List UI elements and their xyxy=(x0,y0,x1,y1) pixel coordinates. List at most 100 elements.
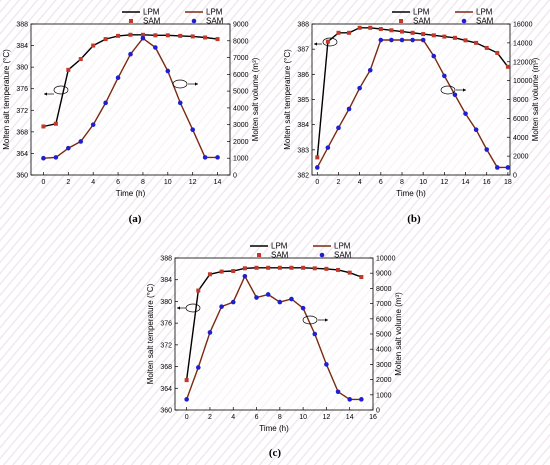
sam-volume-point xyxy=(410,37,415,43)
sam-volume-point xyxy=(265,292,271,297)
axis-indicator-ellipse xyxy=(172,79,188,89)
x-tick-label: 8 xyxy=(278,414,282,421)
sam-temperature-point xyxy=(347,270,352,275)
sam-volume-point xyxy=(90,122,96,127)
x-axis-label: Time (h) xyxy=(396,189,426,198)
legend-lpm-label: LPM xyxy=(413,8,430,17)
sam-volume-point xyxy=(207,330,213,335)
sam-temperature-point xyxy=(463,38,468,43)
sam-volume-point xyxy=(335,389,341,395)
y-left-tick-label: 380 xyxy=(16,65,28,72)
y-right-axis-label: Molten salt volume (m³) xyxy=(251,57,260,141)
axis-indicator-ellipse xyxy=(53,85,69,95)
legend-sam-label: SAM xyxy=(334,251,352,260)
sam-volume-point xyxy=(190,127,195,132)
sam-temperature-point xyxy=(378,27,383,32)
sam-temperature-point xyxy=(184,378,189,383)
y-left-tick-label: 364 xyxy=(16,151,28,158)
sam-temperature-point xyxy=(474,40,479,45)
y-right-tick-label: 6000 xyxy=(376,316,392,323)
x-tick-label: 0 xyxy=(315,179,319,186)
y-right-tick-label: 1000 xyxy=(233,156,249,163)
sam-volume-point xyxy=(347,397,353,402)
sam-volume-point xyxy=(140,35,146,41)
y-left-axis-label: Molten salt temperature (°C) xyxy=(283,49,292,150)
y-right-tick-label: 0 xyxy=(233,173,237,180)
sam-volume-point xyxy=(431,53,437,59)
sam-temperature-point xyxy=(421,32,426,37)
y-left-tick-label: 376 xyxy=(16,86,28,93)
y-right-tick-label: 10000 xyxy=(513,78,533,85)
sam-volume-point xyxy=(254,295,259,300)
arrow-head xyxy=(177,306,180,310)
x-tick-label: 16 xyxy=(483,179,491,186)
chart-panel-3: 0 2 4 6 8 10 12 14 16 360 364 368 372 376 380 384 388 0 10… xyxy=(146,242,403,460)
y-left-tick-label: 376 xyxy=(160,321,172,328)
x-tick-label: 14 xyxy=(346,414,354,421)
y-right-tick-label: 7000 xyxy=(376,301,392,308)
sam-temperature-point xyxy=(357,25,362,30)
sam-volume-point xyxy=(115,75,121,80)
sam-volume-point xyxy=(442,73,447,79)
axis-indicator-ellipse xyxy=(322,37,338,47)
sam-temperature-point xyxy=(410,30,415,35)
legend-sam-temperature-swatch xyxy=(257,253,261,257)
legend-sam-temperature-swatch xyxy=(129,19,133,23)
lpm-left-line xyxy=(185,267,362,381)
y-left-tick-label: 388 xyxy=(160,256,172,263)
x-tick-label: 14 xyxy=(462,179,470,186)
y-right-tick-label: 6000 xyxy=(233,72,249,79)
y-right-tick-label: 7000 xyxy=(233,55,249,62)
y-right-tick-label: 12000 xyxy=(513,59,533,66)
chart-panel-2: 0 2 4 6 8 10 12 14 16 18 382 383 384 385 386 387 388 0 200… xyxy=(283,8,540,226)
x-tick-label: 2 xyxy=(208,414,212,421)
sam-volume-point xyxy=(359,397,364,402)
sam-volume-point xyxy=(399,37,405,43)
y-right-tick-label: 4000 xyxy=(513,135,529,142)
sam-temperature-point xyxy=(312,266,317,271)
sam-temperature-point xyxy=(116,33,121,38)
plot-frame xyxy=(30,23,231,176)
y-right-tick-label: 14000 xyxy=(513,40,533,47)
x-tick-label: 8 xyxy=(400,179,404,186)
sam-volume-point xyxy=(325,145,331,150)
sam-temperature-point xyxy=(254,265,259,270)
y-left-tick-label: 372 xyxy=(160,342,172,349)
sam-volume-point xyxy=(452,92,458,98)
sam-temperature-point xyxy=(442,34,447,39)
x-tick-label: 6 xyxy=(116,179,120,186)
y-right-tick-label: 5000 xyxy=(233,89,249,96)
legend-sam-volume-swatch xyxy=(319,252,325,258)
sam-volume-point xyxy=(66,145,71,151)
panel-label: (a) xyxy=(129,213,142,225)
sam-temperature-point xyxy=(359,275,364,279)
y-right-tick-label: 10000 xyxy=(376,256,396,263)
sam-volume-point xyxy=(230,299,236,305)
y-left-tick-label: 383 xyxy=(297,147,309,154)
y-left-tick-label: 387 xyxy=(297,47,309,54)
x-tick-label: 16 xyxy=(369,414,377,421)
x-tick-label: 14 xyxy=(214,179,222,186)
sam-volume-point xyxy=(312,331,318,337)
legend-lpm-label: LPM xyxy=(143,8,160,17)
sam-volume-point xyxy=(242,273,248,279)
legend-lpm-label: LPM xyxy=(476,8,493,17)
sam-temperature-point xyxy=(53,121,58,126)
plot-area xyxy=(312,24,510,175)
y-left-tick-label: 364 xyxy=(160,386,172,393)
arrow-head xyxy=(463,88,466,92)
y-right-tick-label: 16000 xyxy=(513,22,533,29)
y-left-axis-label: Molten salt temperature (°C) xyxy=(146,283,155,384)
y-right-tick-label: 8000 xyxy=(376,286,392,293)
plot-area xyxy=(31,24,230,175)
sam-temperature-point xyxy=(325,39,330,44)
y-left-tick-label: 360 xyxy=(160,408,172,415)
sam-temperature-point xyxy=(289,265,294,270)
sam-volume-point xyxy=(357,85,362,91)
sam-temperature-point xyxy=(41,124,46,129)
x-tick-label: 12 xyxy=(189,179,197,186)
y-right-tick-label: 2000 xyxy=(376,377,392,384)
sam-temperature-point xyxy=(336,267,341,272)
sam-volume-point xyxy=(378,37,384,43)
